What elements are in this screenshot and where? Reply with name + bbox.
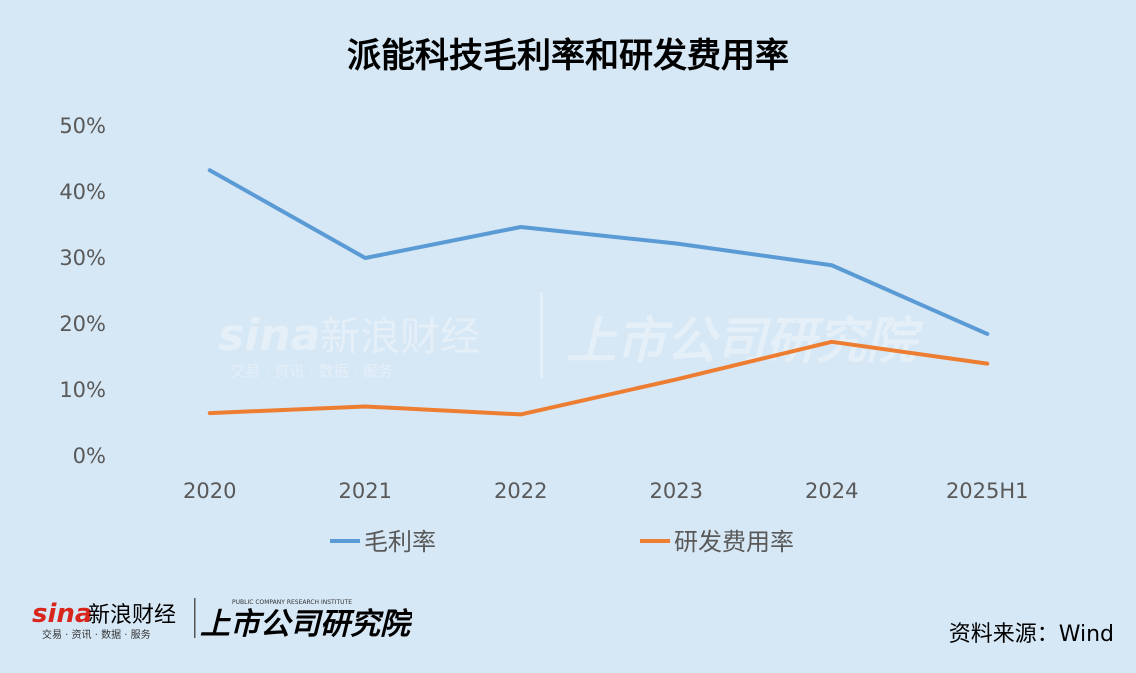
y-tick-label: 0% xyxy=(73,444,106,468)
series-line-2 xyxy=(207,339,990,417)
x-tick-label: 2022 xyxy=(494,479,547,503)
chart-title: 派能科技毛利率和研发费用率 xyxy=(347,36,789,76)
svg-text:上市公司研究院: 上市公司研究院 xyxy=(200,607,412,642)
x-tick-label: 2025H1 xyxy=(946,479,1029,503)
series-line-1 xyxy=(207,168,990,336)
x-tick-label: 2023 xyxy=(650,479,703,503)
y-tick-label: 30% xyxy=(59,246,106,270)
x-tick-label: 2021 xyxy=(339,479,392,503)
footer-logo: sina 新浪财经 交易 · 资讯 · 数据 · 服务 PUBLIC COMPA… xyxy=(32,598,412,642)
svg-text:sina: sina xyxy=(32,599,92,629)
svg-text:PUBLIC COMPANY RESEARCH INSTIT: PUBLIC COMPANY RESEARCH INSTITUTE xyxy=(232,599,352,606)
svg-text:上市公司研究院: 上市公司研究院 xyxy=(566,312,924,370)
legend: 毛利率 研发费用率 xyxy=(330,528,794,556)
y-tick-label: 50% xyxy=(59,114,106,138)
institute-logo: PUBLIC COMPANY RESEARCH INSTITUTE 上市公司研究… xyxy=(200,599,412,642)
svg-text:交易 · 资讯 · 数据 · 服务: 交易 · 资讯 · 数据 · 服务 xyxy=(42,628,151,641)
watermark: sina 新浪财经 交易 · 资讯 · 数据 · 服务 上市公司研究院 xyxy=(218,292,924,380)
svg-text:交易 · 资讯 · 数据 · 服务: 交易 · 资讯 · 数据 · 服务 xyxy=(230,362,393,380)
series-layer xyxy=(207,168,990,417)
y-tick-label: 40% xyxy=(59,180,106,204)
legend-label-2: 研发费用率 xyxy=(674,528,794,556)
y-tick-label: 20% xyxy=(59,312,106,336)
svg-text:新浪财经: 新浪财经 xyxy=(320,314,480,360)
source-note: 资料来源：Wind xyxy=(948,622,1114,647)
x-axis: 2020 2021 2022 2023 2024 2025H1 xyxy=(183,479,1029,503)
svg-text:sina: sina xyxy=(218,310,320,361)
svg-text:新浪财经: 新浪财经 xyxy=(88,603,176,628)
sina-logo: sina 新浪财经 交易 · 资讯 · 数据 · 服务 xyxy=(32,599,176,641)
y-axis: 50% 40% 30% 20% 10% 0% xyxy=(59,114,106,468)
x-tick-label: 2020 xyxy=(183,479,236,503)
y-tick-label: 10% xyxy=(59,378,106,402)
x-tick-label: 2024 xyxy=(805,479,858,503)
legend-label-1: 毛利率 xyxy=(364,528,436,556)
